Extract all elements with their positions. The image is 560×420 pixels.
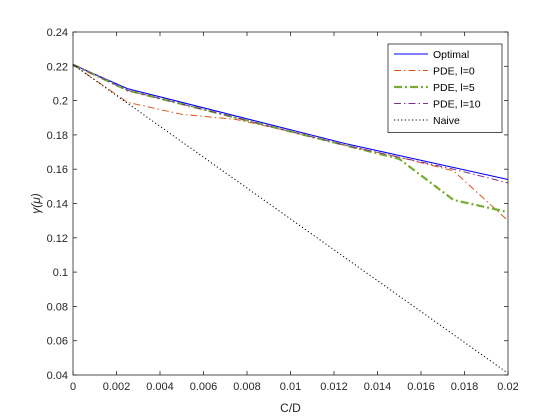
y-tick-label: 0.06 (47, 336, 68, 348)
x-tick-label: 0 (70, 381, 76, 393)
legend-box (387, 43, 503, 133)
x-axis-label: C/D (280, 401, 301, 415)
y-tick-label: 0.12 (47, 233, 68, 245)
series-layer (72, 63, 509, 374)
y-tick-label: 0.18 (47, 130, 68, 142)
y-tick-label: 0.16 (47, 164, 68, 176)
legend-label: Optimal (433, 49, 469, 61)
series-line-0 (72, 64, 509, 181)
legend: Optimal PDE, l=0 PDE, l=5 PDE, l=10 Naive (387, 43, 503, 133)
x-tick-label: 0.018 (451, 381, 479, 393)
legend-label: PDE, l=5 (433, 82, 475, 94)
legend-label: PDE, l=0 (433, 66, 475, 78)
x-tick-label: 0.016 (407, 381, 435, 393)
legend-label: Naive (433, 115, 460, 127)
y-tick-label: 0.2 (53, 96, 68, 108)
x-tick-label: 0.004 (146, 381, 174, 393)
x-tick-label: 0.02 (497, 381, 518, 393)
x-tick-label: 0.01 (280, 381, 301, 393)
y-tick-label: 0.14 (47, 199, 68, 211)
y-tick-label: 0.22 (47, 61, 68, 73)
y-tick-label: 0.24 (47, 27, 68, 39)
x-tick-label: 0.002 (103, 381, 131, 393)
legend-label: PDE, l=10 (433, 99, 481, 111)
y-tick-label: 0.08 (47, 301, 68, 313)
x-tick-label: 0.006 (190, 381, 218, 393)
x-tick-label: 0.012 (320, 381, 348, 393)
x-tick-label: 0.008 (233, 381, 261, 393)
x-axis: 0 0.002 0.004 0.006 0.008 0.01 0.012 0.014 0.016… (70, 32, 519, 393)
y-tick-label: 0.1 (53, 267, 68, 279)
series-line-3 (72, 64, 509, 184)
y-axis: 0.04 0.06 0.08 0.1 0.12 0.14 0.16 0.18 0.2 0.22 0.… (47, 27, 508, 382)
y-axis-label: γ(μ) (29, 193, 43, 214)
x-tick-label: 0.014 (364, 381, 392, 393)
y-tick-label: 0.04 (47, 370, 68, 382)
series-line-4 (72, 64, 509, 374)
